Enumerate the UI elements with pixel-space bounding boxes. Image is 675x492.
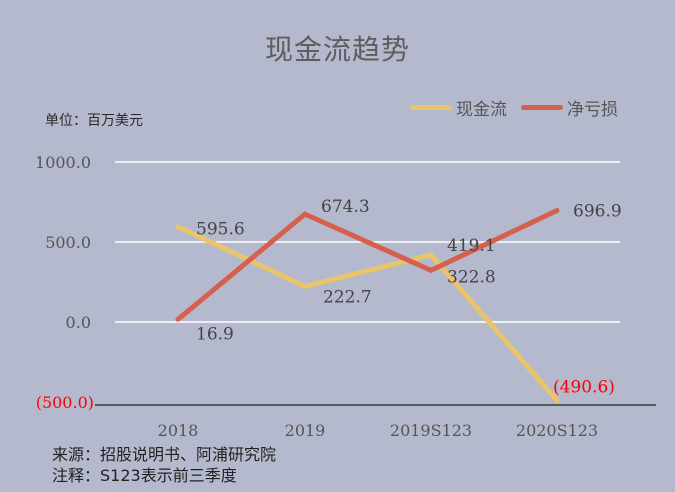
y-tick-label: 1000.0: [35, 153, 91, 172]
data-label: 322.8: [447, 267, 496, 287]
data-label: 222.7: [323, 287, 372, 307]
x-tick-label: 2018: [158, 421, 199, 440]
legend-label-cash-flow: 现金流: [456, 100, 507, 120]
y-tick-label: 0.0: [66, 313, 91, 332]
x-tick-label: 2019: [285, 421, 326, 440]
y-axis-labels: 1000.0 500.0 0.0 (500.0): [35, 153, 94, 412]
legend-label-net-loss: 净亏损: [567, 100, 618, 120]
data-label: (490.6): [553, 377, 615, 397]
legend-item-cash-flow: 现金流: [410, 95, 507, 120]
source-note: 来源：招股说明书、阿浦研究院: [52, 445, 277, 464]
x-tick-label: 2020S123: [516, 421, 598, 440]
legend-swatch-cash-flow: [410, 105, 452, 110]
y-tick-label: (500.0): [36, 393, 94, 412]
chart-title: 现金流趋势: [264, 33, 410, 66]
legend-swatch-net-loss: [521, 105, 563, 110]
data-label: 696.9: [573, 201, 622, 221]
x-axis-labels: 2018 2019 2019S123 2020S123: [158, 421, 598, 440]
unit-label: 单位：百万美元: [45, 113, 143, 129]
series-lines: [175, 207, 560, 403]
series-line: [175, 207, 560, 322]
data-label: 419.1: [447, 236, 496, 256]
legend: 现金流 净亏损: [410, 95, 632, 120]
annotation-note: 注释：S123表示前三季度: [52, 466, 237, 485]
series-line: [175, 224, 560, 403]
data-label: 595.6: [196, 220, 245, 240]
data-label: 16.9: [196, 324, 234, 344]
data-label: 674.3: [321, 197, 370, 217]
y-tick-label: 500.0: [45, 233, 91, 252]
legend-item-net-loss: 净亏损: [521, 95, 618, 120]
data-labels: 595.6 222.7 419.1 (490.6) 16.9 674.3 322.8 696.…: [196, 197, 622, 397]
x-tick-label: 2019S123: [390, 421, 472, 440]
